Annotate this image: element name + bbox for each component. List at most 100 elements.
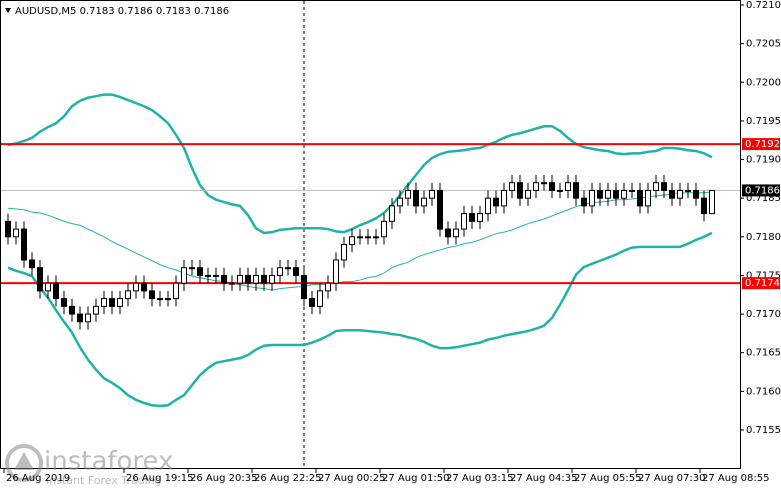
- candle-body: [493, 197, 499, 207]
- candle-body: [189, 267, 195, 270]
- y-tick-label: 0.7210: [746, 0, 781, 11]
- candle-body: [389, 205, 395, 222]
- x-tick-label: 27 Aug 03:15: [446, 473, 513, 484]
- candle-body: [301, 274, 307, 300]
- y-tick-label: 0.7160: [746, 386, 781, 397]
- x-tick-label: 26 Aug 22:25: [254, 473, 321, 484]
- candle-body: [93, 305, 99, 315]
- candle-body: [37, 267, 43, 292]
- candle-body: [77, 313, 83, 323]
- candle-body: [549, 182, 555, 191]
- candle-body: [125, 290, 131, 300]
- candle-body: [29, 259, 35, 269]
- candle-body: [149, 290, 155, 300]
- candle-body: [253, 274, 259, 284]
- x-tick-label: 26 Aug 20:35: [190, 473, 257, 484]
- y-tick-label: 0.7205: [746, 39, 781, 50]
- candle-body: [421, 197, 427, 207]
- candle-body: [533, 182, 539, 191]
- watermark-name: instaforex: [44, 447, 173, 477]
- candle-body: [693, 189, 699, 199]
- last-price-label: 0.7186: [745, 185, 780, 196]
- candle-body: [605, 189, 611, 199]
- plot-area: [0, 1, 740, 468]
- candle-body: [53, 282, 59, 300]
- level-label-box: [742, 277, 780, 290]
- candle-body: [405, 189, 411, 199]
- last-price-box: [742, 184, 780, 197]
- candle-body: [101, 298, 107, 307]
- x-tick-label: 27 Aug 05:55: [574, 473, 641, 484]
- y-tick-label: 0.7175: [746, 270, 781, 281]
- x-tick-label: 27 Aug 00:25: [318, 473, 385, 484]
- title-marker: [5, 8, 11, 13]
- candle-body: [245, 274, 251, 284]
- candle-body: [269, 274, 275, 284]
- y-tick-label: 0.7155: [746, 425, 781, 436]
- candle-body: [453, 228, 459, 238]
- candle-body: [501, 189, 507, 207]
- candle-body: [45, 282, 51, 292]
- level-label-box: [742, 138, 780, 151]
- candle-body: [277, 267, 283, 276]
- candle-body: [309, 298, 315, 307]
- candle-body: [525, 189, 531, 199]
- candle-body: [653, 182, 659, 191]
- watermark: instaforex Instant Forex Trading: [5, 444, 173, 487]
- candle-body: [565, 182, 571, 191]
- y-tick-label: 0.7185: [746, 193, 781, 204]
- candle-body: [669, 189, 675, 199]
- y-tick-label: 0.7180: [746, 232, 781, 243]
- candle-body: [629, 189, 635, 192]
- candle-body: [237, 274, 243, 284]
- candle-body: [165, 298, 171, 301]
- candle-body: [285, 267, 291, 270]
- candle-body: [197, 267, 203, 276]
- band-lower: [7, 231, 713, 408]
- candle-body: [293, 267, 299, 276]
- candle-body: [685, 189, 691, 192]
- logo-mark: [14, 452, 34, 470]
- level-label: 0.7192: [745, 139, 780, 150]
- y-tick-label: 0.7195: [746, 116, 781, 127]
- candle-body: [485, 197, 491, 215]
- candle-body: [517, 182, 523, 199]
- x-tick-label: 27 Aug 07:30: [638, 473, 705, 484]
- candle-body: [117, 298, 123, 307]
- plot-border: [0, 0, 741, 469]
- chart-title: AUDUSD,M5 0.7183 0.7186 0.7183 0.7186: [15, 6, 229, 17]
- candle-body: [157, 298, 163, 301]
- x-tick-label: 27 Aug 01:50: [382, 473, 449, 484]
- candle-body: [621, 189, 627, 199]
- candle-body: [325, 282, 331, 292]
- candle-body: [333, 259, 339, 284]
- candle-body: [109, 298, 115, 307]
- candle-body: [213, 274, 219, 277]
- candle-body: [413, 189, 419, 207]
- candle-body: [437, 189, 443, 230]
- candle-body: [21, 228, 27, 261]
- y-tick-label: 0.7200: [746, 77, 781, 88]
- candle-body: [573, 182, 579, 199]
- candle-body: [229, 282, 235, 285]
- y-tick-label: 0.7165: [746, 348, 781, 359]
- candle-body: [341, 244, 347, 261]
- candle-body: [373, 236, 379, 239]
- x-tick-label: 26 Aug 2019: [6, 473, 70, 484]
- candle-body: [509, 182, 515, 191]
- candle-body: [429, 189, 435, 199]
- x-tick-label: 27 Aug 04:35: [510, 473, 577, 484]
- candle-body: [461, 213, 467, 230]
- candle-body: [709, 189, 715, 215]
- candle-body: [677, 189, 683, 199]
- candle-body: [613, 189, 619, 199]
- x-tick-label: 27 Aug 08:55: [702, 473, 769, 484]
- candle-body: [13, 228, 19, 238]
- candle-body: [445, 228, 451, 238]
- candle-body: [701, 197, 707, 215]
- candle-body: [357, 236, 363, 239]
- candle-body: [349, 236, 355, 246]
- candle-body: [133, 282, 139, 292]
